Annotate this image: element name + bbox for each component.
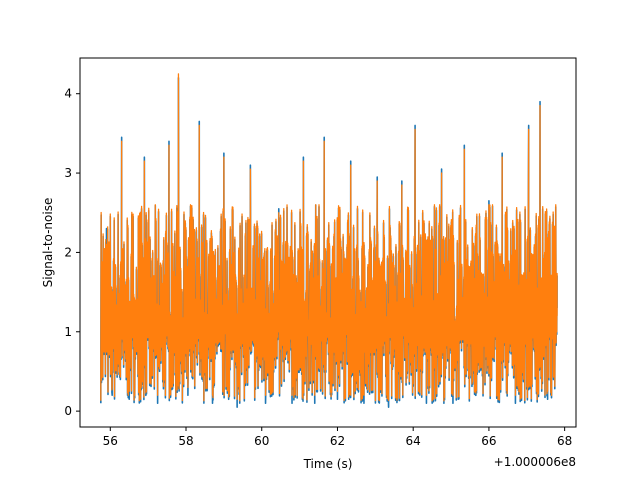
y-tick-label: 0 [64,404,72,418]
x-tick-label: 64 [406,434,421,448]
x-tick-label: 60 [254,434,269,448]
y-axis: 0 1 2 3 4 [64,87,80,418]
x-axis-label: Time (s) [303,457,353,471]
x-axis-offset-label: +1.000006e8 [494,455,576,469]
x-tick-label: 58 [178,434,193,448]
x-tick-label: 68 [557,434,572,448]
y-tick-label: 1 [64,325,72,339]
series-line-2 [100,73,558,402]
y-axis-label: Signal-to-noise [41,198,55,288]
x-tick-label: 62 [330,434,345,448]
y-tick-label: 4 [64,87,72,101]
series-layer [100,73,558,408]
plot-frame [79,57,577,428]
y-tick-label: 2 [64,245,72,259]
x-tick-label: 66 [481,434,496,448]
y-tick-label: 3 [64,166,72,180]
x-tick-label: 56 [103,434,118,448]
x-axis: 56 58 60 62 64 66 68 [103,427,572,448]
